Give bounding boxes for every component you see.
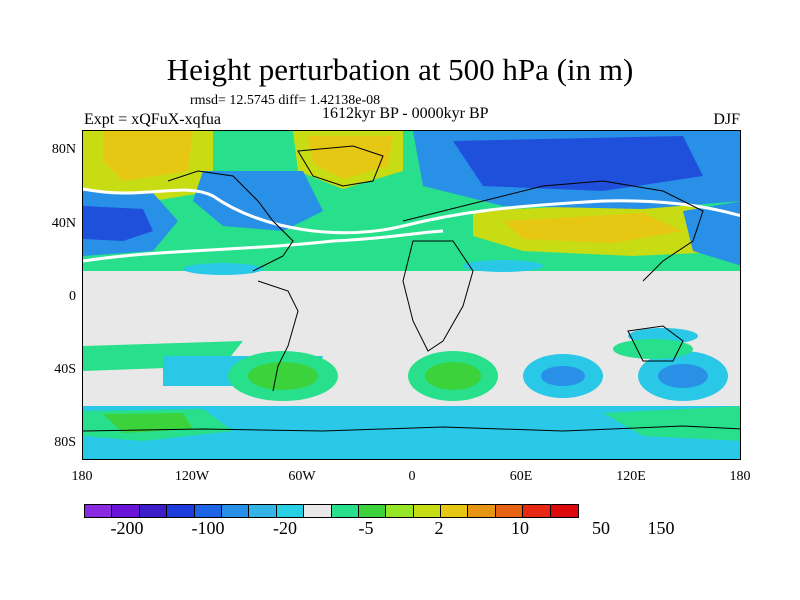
australia-coast — [627, 325, 684, 362]
lon-label: 180 — [71, 469, 93, 484]
antarctic-pos-east — [603, 406, 740, 441]
lon-label: 120W — [174, 469, 210, 484]
sh-pos-1-core — [248, 362, 318, 390]
lon-label: 0 — [408, 469, 416, 484]
eurasia-coast — [402, 180, 704, 282]
map-panel — [82, 130, 741, 460]
colorbar-label: -200 — [110, 518, 144, 538]
tropics-neutral — [83, 271, 740, 341]
lon-label: 60E — [509, 469, 533, 484]
lat-label: 40S — [54, 362, 76, 377]
colorbar-label: -100 — [191, 518, 225, 538]
colorbar-swatch — [495, 505, 524, 517]
colorbar-label: 50 — [592, 518, 610, 538]
trop-weak-2 — [463, 260, 543, 272]
colorbar-swatch — [276, 505, 305, 517]
colorbar-swatch — [304, 505, 332, 517]
zero-contour-north — [83, 187, 740, 235]
colorbar-swatch — [167, 505, 195, 517]
zero-contour-mid — [83, 229, 444, 263]
trop-weak-1 — [183, 263, 263, 275]
contour-map — [83, 131, 740, 459]
experiment-label: Expt = xQFuX-xqfua — [84, 111, 222, 128]
lon-label: 60W — [288, 469, 316, 484]
plot-title: Height perturbation at 500 hPa (in m) — [166, 52, 634, 87]
antarctic-pos-west-core — [103, 413, 193, 433]
sh-pos-2-core — [425, 362, 481, 390]
antarctica-coast — [83, 425, 740, 432]
sh-neg-2-core — [658, 364, 708, 388]
colorbar-swatch — [221, 505, 250, 517]
lat-label: 80S — [54, 435, 76, 450]
colorbar-swatch — [386, 505, 414, 517]
africa-coast — [402, 240, 474, 352]
south-america-coast — [257, 280, 299, 392]
colorbar-label: -5 — [358, 518, 374, 538]
lat-label: 80N — [51, 142, 76, 157]
colorbar-swatch — [468, 505, 496, 517]
colorbar-swatch — [523, 505, 551, 517]
lat-label: 40N — [51, 216, 76, 231]
colorbar-swatch — [249, 505, 277, 517]
colorbar-swatch — [331, 505, 359, 517]
eurasia-high-core — [503, 213, 683, 243]
colorbar-swatch — [112, 505, 140, 517]
sh-pos-aus — [613, 339, 693, 359]
lat-label: 0 — [69, 289, 76, 304]
colorbar-label: 10 — [511, 518, 529, 538]
pacific-high-core — [103, 131, 193, 181]
north-america-coast — [167, 170, 294, 272]
colorbar-swatch — [550, 505, 579, 517]
season-label: DJF — [713, 111, 740, 128]
colorbar-swatch — [85, 505, 113, 517]
colorbar-swatch — [358, 505, 387, 517]
colorbar-swatch — [139, 505, 168, 517]
colorbar-swatch — [194, 505, 222, 517]
colorbar-label: 2 — [434, 518, 444, 538]
lon-label: 120E — [616, 469, 646, 484]
sh-neg-1-core — [541, 366, 585, 386]
colorbar-swatch — [413, 505, 442, 517]
eurasia-low-core — [453, 136, 703, 191]
greenland-coast — [297, 145, 384, 187]
colorbar-label: 150 — [647, 518, 675, 538]
coastlines — [83, 145, 740, 432]
rmsd-stats: rmsd= 12.5745 diff= 1.42138e-08 — [190, 93, 381, 108]
colorbar-label: -20 — [273, 518, 297, 538]
pacific-low-east — [683, 201, 740, 266]
period-label: 1612kyr BP - 0000kyr BP — [322, 105, 489, 122]
colorbar-swatch — [441, 505, 469, 517]
pacific-low-west-core — [83, 206, 153, 241]
lon-label: 180 — [729, 469, 751, 484]
arctic-high-core — [308, 136, 393, 179]
colorbar — [84, 504, 580, 518]
